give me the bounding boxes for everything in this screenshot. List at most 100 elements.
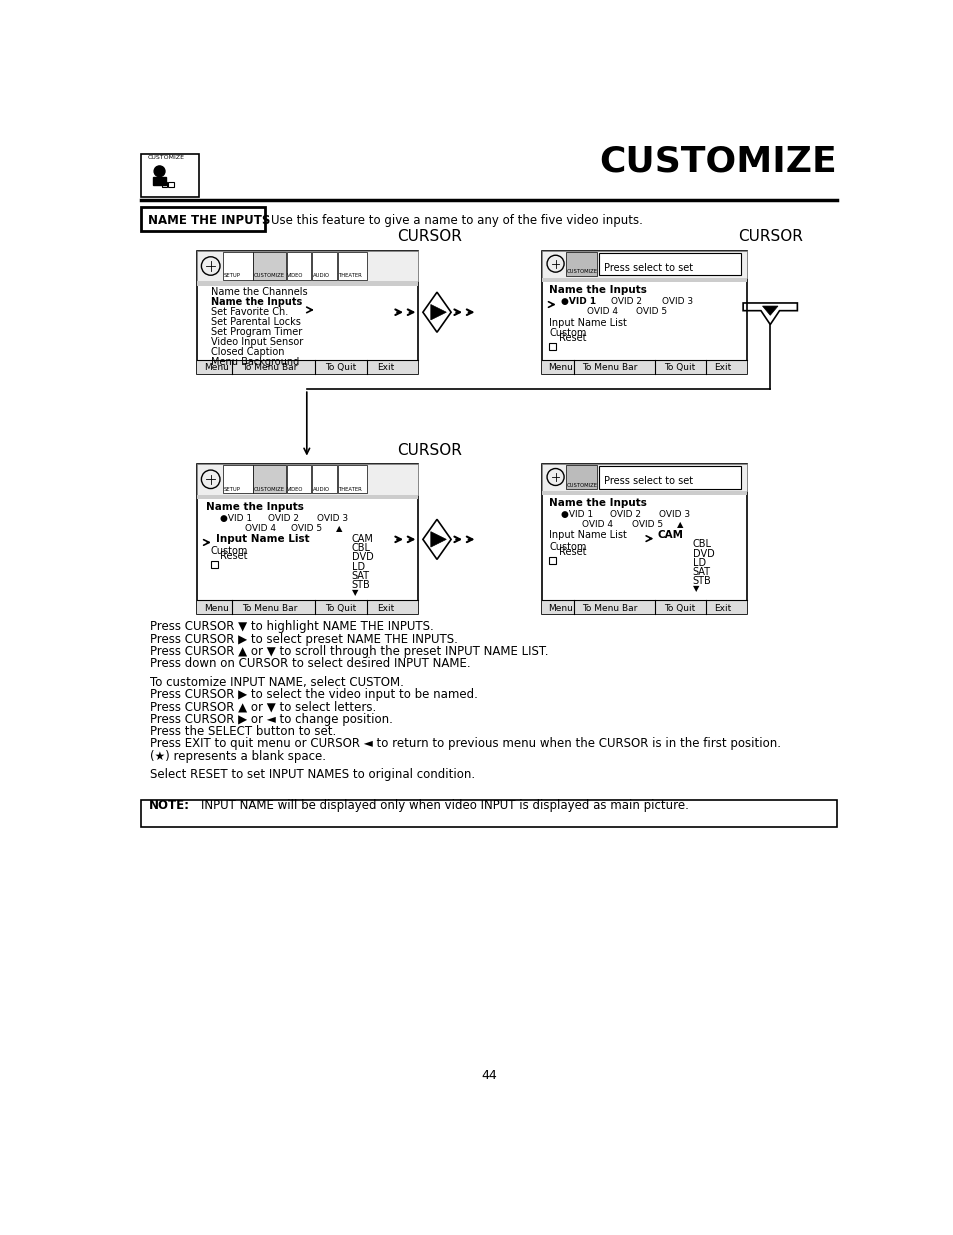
Bar [541, 600, 746, 614]
Bar [312, 466, 336, 493]
Text: OVID 4: OVID 4 [586, 308, 617, 316]
Bar [541, 251, 746, 374]
Bar [223, 252, 253, 280]
Text: ▼: ▼ [692, 584, 699, 593]
Bar [223, 466, 253, 493]
Text: SAT: SAT [352, 571, 370, 580]
Text: Press down on CURSOR to select desired INPUT NAME.: Press down on CURSOR to select desired I… [150, 657, 471, 671]
Bar [141, 207, 265, 231]
Text: AUDIO: AUDIO [313, 487, 330, 492]
Text: Set Parental Locks: Set Parental Locks [211, 317, 300, 327]
Bar [196, 251, 417, 374]
Text: To Quit: To Quit [663, 604, 695, 613]
Polygon shape [431, 305, 446, 320]
Text: Name the Inputs: Name the Inputs [211, 296, 302, 306]
Text: CAM: CAM [352, 534, 374, 543]
Text: Menu: Menu [547, 604, 572, 613]
Bar [141, 799, 836, 827]
Text: OVID 3: OVID 3 [316, 514, 348, 524]
Text: OVID 5: OVID 5 [631, 520, 662, 530]
Text: 44: 44 [480, 1070, 497, 1082]
Text: CUSTOMIZE: CUSTOMIZE [253, 487, 285, 492]
Text: CURSOR: CURSOR [737, 230, 801, 245]
Text: To Menu Bar: To Menu Bar [581, 363, 637, 372]
Text: Name the Inputs: Name the Inputs [549, 498, 646, 508]
Bar [541, 251, 746, 278]
Text: Custom: Custom [549, 327, 586, 337]
Text: CUSTOMIZE: CUSTOMIZE [253, 273, 285, 278]
Text: ▲: ▲ [676, 520, 682, 530]
Bar [598, 253, 740, 275]
Text: AUDIO: AUDIO [313, 273, 330, 278]
Bar [162, 182, 167, 186]
Bar [541, 464, 746, 614]
Text: VIDEO: VIDEO [287, 487, 303, 492]
Text: ▼: ▼ [352, 588, 358, 597]
Text: To Quit: To Quit [324, 604, 355, 613]
Text: Name the Inputs: Name the Inputs [549, 284, 646, 294]
Text: Exit: Exit [713, 604, 730, 613]
Text: NOTE:: NOTE: [149, 799, 190, 811]
Text: ●VID 1: ●VID 1 [220, 514, 252, 524]
Text: Closed Caption: Closed Caption [211, 347, 284, 357]
Text: Press select to set: Press select to set [603, 477, 692, 487]
Text: CUSTOMIZE: CUSTOMIZE [598, 144, 836, 178]
Bar [211, 561, 217, 568]
Bar [196, 251, 417, 282]
Text: OVID 4: OVID 4 [245, 524, 275, 534]
Bar [196, 464, 417, 614]
Text: CUSTOMIZE: CUSTOMIZE [567, 483, 598, 488]
Text: ●VID 1: ●VID 1 [560, 510, 593, 520]
Text: Menu: Menu [204, 363, 229, 372]
Text: OVID 2: OVID 2 [268, 514, 298, 524]
Text: CAM: CAM [658, 530, 683, 540]
Bar [153, 178, 166, 185]
Bar [196, 600, 417, 614]
Text: Press CURSOR ▲ or ▼ to scroll through the preset INPUT NAME LIST.: Press CURSOR ▲ or ▼ to scroll through th… [150, 645, 548, 658]
Text: To Quit: To Quit [324, 363, 355, 372]
Text: (★) represents a blank space.: (★) represents a blank space. [150, 750, 326, 763]
Bar [253, 466, 286, 493]
Text: Select RESET to set INPUT NAMES to original condition.: Select RESET to set INPUT NAMES to origi… [150, 768, 475, 782]
Bar [337, 466, 367, 493]
Text: Reset: Reset [558, 547, 585, 557]
Text: Menu: Menu [204, 604, 229, 613]
Text: Set Favorite Ch.: Set Favorite Ch. [211, 306, 288, 317]
Text: OVID 2: OVID 2 [609, 510, 640, 520]
Text: SETUP: SETUP [224, 487, 240, 492]
Bar [168, 182, 173, 186]
Text: CBL: CBL [352, 543, 371, 553]
Text: OVID 5: OVID 5 [291, 524, 322, 534]
Text: INPUT NAME will be displayed only when video INPUT is displayed as main picture.: INPUT NAME will be displayed only when v… [200, 799, 688, 811]
Text: Exit: Exit [377, 604, 395, 613]
Text: Name the Channels: Name the Channels [211, 287, 307, 296]
Text: Exit: Exit [377, 363, 395, 372]
Text: Menu: Menu [547, 363, 572, 372]
Text: CURSOR: CURSOR [396, 230, 461, 245]
Text: SETUP: SETUP [224, 273, 240, 278]
Text: ●VID 1: ●VID 1 [560, 298, 596, 306]
Bar [566, 466, 597, 489]
Text: STB: STB [352, 580, 370, 590]
Text: STB: STB [692, 577, 711, 587]
Text: Video Input Sensor: Video Input Sensor [211, 337, 303, 347]
Bar [196, 495, 417, 499]
Text: Press select to set: Press select to set [603, 263, 692, 273]
Bar [549, 343, 556, 350]
Text: Press CURSOR ▼ to highlight NAME THE INPUTS.: Press CURSOR ▼ to highlight NAME THE INP… [150, 620, 434, 634]
Text: CURSOR: CURSOR [396, 442, 461, 458]
Bar [286, 252, 311, 280]
Text: To Quit: To Quit [663, 363, 695, 372]
Bar [541, 464, 746, 490]
Text: Name the Inputs: Name the Inputs [206, 501, 304, 511]
Text: NAME THE INPUTS: NAME THE INPUTS [148, 214, 270, 227]
Bar [337, 252, 367, 280]
Text: Menu Background: Menu Background [211, 357, 298, 367]
Text: OVID 3: OVID 3 [661, 298, 692, 306]
Text: Exit: Exit [713, 363, 730, 372]
Bar [196, 464, 417, 495]
Text: Reset: Reset [220, 551, 247, 561]
Bar [541, 359, 746, 374]
Polygon shape [431, 531, 446, 547]
Bar [598, 466, 740, 489]
